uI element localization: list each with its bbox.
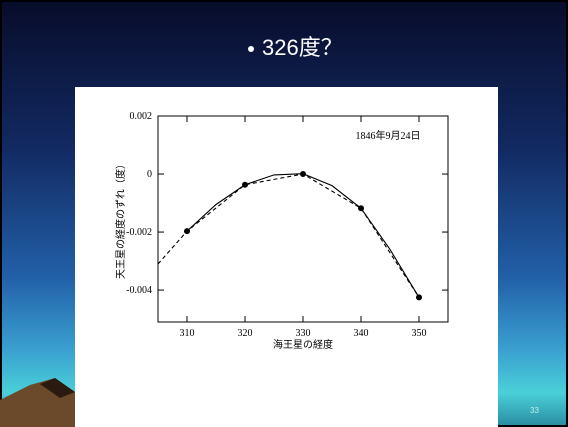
y-tick-label: -0.004 [126, 285, 152, 296]
annotation: 1846年9月24日 [356, 129, 421, 142]
y-tick-label: 0 [147, 169, 152, 180]
x-tick-label: 340 [354, 328, 369, 339]
x-tick-label: 350 [412, 328, 427, 339]
slide-title: 326度？ [262, 35, 343, 60]
bullet [248, 46, 254, 52]
chart-panel [75, 87, 498, 427]
page-number: 33 [530, 406, 539, 415]
x-axis-label: 海王星の経度 [273, 338, 333, 351]
y-axis-label: 天王星の経度のずれ（度） [114, 159, 127, 279]
y-tick-label: 0.002 [130, 111, 153, 122]
y-tick-label: -0.002 [126, 227, 152, 238]
slide: 326度？ 33 1846年9月24日 海王星の経度 天王星の経度のずれ（度） … [0, 0, 568, 427]
x-tick-label: 320 [238, 328, 253, 339]
x-tick-label: 310 [180, 328, 195, 339]
x-tick-label: 330 [296, 328, 311, 339]
